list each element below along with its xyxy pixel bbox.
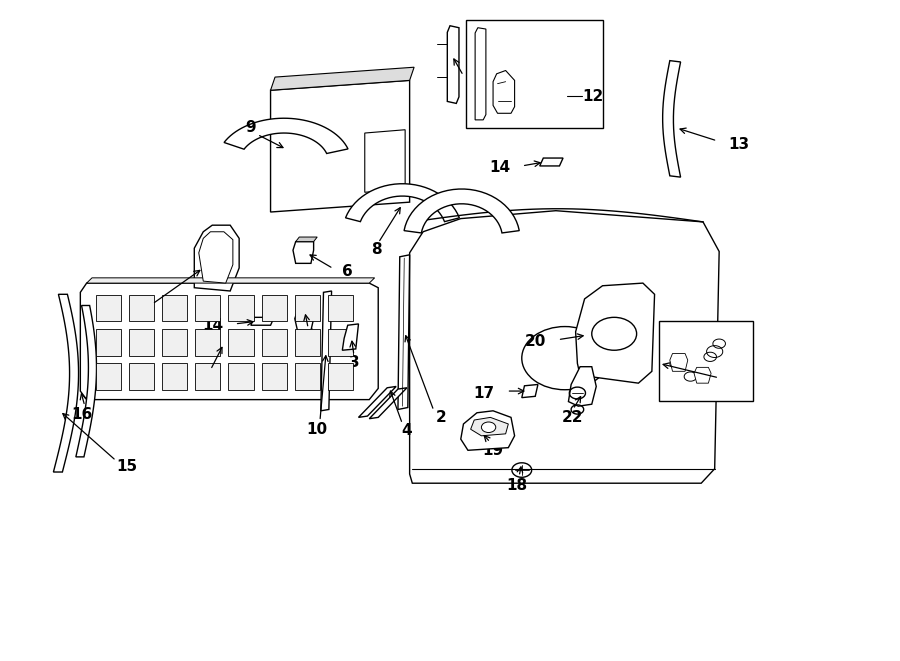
Polygon shape	[694, 368, 711, 383]
Text: 18: 18	[507, 478, 528, 492]
Text: 7: 7	[303, 328, 313, 342]
Polygon shape	[364, 130, 405, 192]
Polygon shape	[293, 242, 313, 263]
Text: 5: 5	[135, 302, 146, 317]
Polygon shape	[328, 295, 353, 321]
Polygon shape	[129, 295, 154, 321]
Polygon shape	[76, 305, 96, 457]
Text: 8: 8	[371, 242, 382, 257]
Text: 10: 10	[307, 422, 328, 437]
Polygon shape	[569, 367, 596, 407]
Polygon shape	[80, 283, 378, 400]
Polygon shape	[295, 295, 319, 321]
Polygon shape	[540, 158, 563, 166]
Polygon shape	[162, 329, 187, 356]
Polygon shape	[328, 329, 353, 356]
Polygon shape	[295, 329, 319, 356]
Polygon shape	[129, 329, 154, 356]
Circle shape	[592, 317, 636, 350]
Polygon shape	[404, 189, 519, 233]
Polygon shape	[251, 317, 274, 325]
Polygon shape	[195, 295, 220, 321]
Polygon shape	[346, 184, 459, 221]
Polygon shape	[320, 291, 331, 410]
Bar	[659, 321, 753, 401]
Polygon shape	[129, 364, 154, 390]
Polygon shape	[53, 294, 78, 472]
Text: 15: 15	[116, 459, 138, 474]
Polygon shape	[95, 364, 121, 390]
Polygon shape	[224, 118, 348, 153]
Polygon shape	[262, 364, 287, 390]
Polygon shape	[296, 237, 317, 242]
Polygon shape	[295, 311, 313, 330]
Polygon shape	[271, 67, 414, 91]
Text: 22: 22	[562, 410, 584, 425]
Text: 6: 6	[342, 264, 353, 279]
Polygon shape	[195, 329, 220, 356]
Polygon shape	[271, 81, 410, 212]
Polygon shape	[262, 329, 287, 356]
Circle shape	[522, 327, 608, 390]
Polygon shape	[262, 295, 287, 321]
Text: 20: 20	[525, 334, 546, 349]
Polygon shape	[522, 385, 538, 398]
Polygon shape	[298, 306, 317, 311]
Polygon shape	[195, 364, 220, 390]
Text: 13: 13	[728, 137, 750, 152]
Polygon shape	[342, 324, 358, 350]
Polygon shape	[162, 364, 187, 390]
Text: 19: 19	[482, 443, 504, 458]
Polygon shape	[358, 387, 396, 417]
Polygon shape	[95, 295, 121, 321]
Polygon shape	[295, 364, 319, 390]
Text: 2: 2	[436, 410, 446, 425]
Text: 9: 9	[246, 120, 256, 136]
Polygon shape	[229, 364, 254, 390]
Polygon shape	[461, 410, 515, 450]
Text: 17: 17	[473, 385, 495, 401]
Polygon shape	[229, 295, 254, 321]
Text: 12: 12	[583, 89, 604, 104]
Text: 3: 3	[348, 354, 359, 369]
Polygon shape	[229, 329, 254, 356]
Text: 21: 21	[730, 374, 752, 389]
Text: 14: 14	[489, 161, 510, 175]
Polygon shape	[447, 26, 459, 103]
Text: 11: 11	[471, 74, 491, 89]
Polygon shape	[95, 329, 121, 356]
Polygon shape	[86, 278, 374, 283]
Text: 16: 16	[71, 407, 93, 422]
Text: 1: 1	[194, 368, 204, 383]
Polygon shape	[328, 364, 353, 390]
Polygon shape	[670, 354, 688, 371]
Polygon shape	[475, 28, 486, 120]
Polygon shape	[398, 254, 410, 409]
Polygon shape	[493, 71, 515, 113]
Polygon shape	[199, 232, 233, 283]
Circle shape	[482, 422, 496, 432]
Polygon shape	[576, 283, 654, 383]
Polygon shape	[194, 225, 239, 291]
Polygon shape	[410, 211, 719, 483]
Polygon shape	[369, 388, 407, 418]
Polygon shape	[662, 61, 680, 177]
Text: 4: 4	[401, 423, 412, 438]
Text: 14: 14	[202, 319, 223, 333]
Polygon shape	[471, 417, 508, 436]
Polygon shape	[162, 295, 187, 321]
Bar	[466, 20, 602, 128]
